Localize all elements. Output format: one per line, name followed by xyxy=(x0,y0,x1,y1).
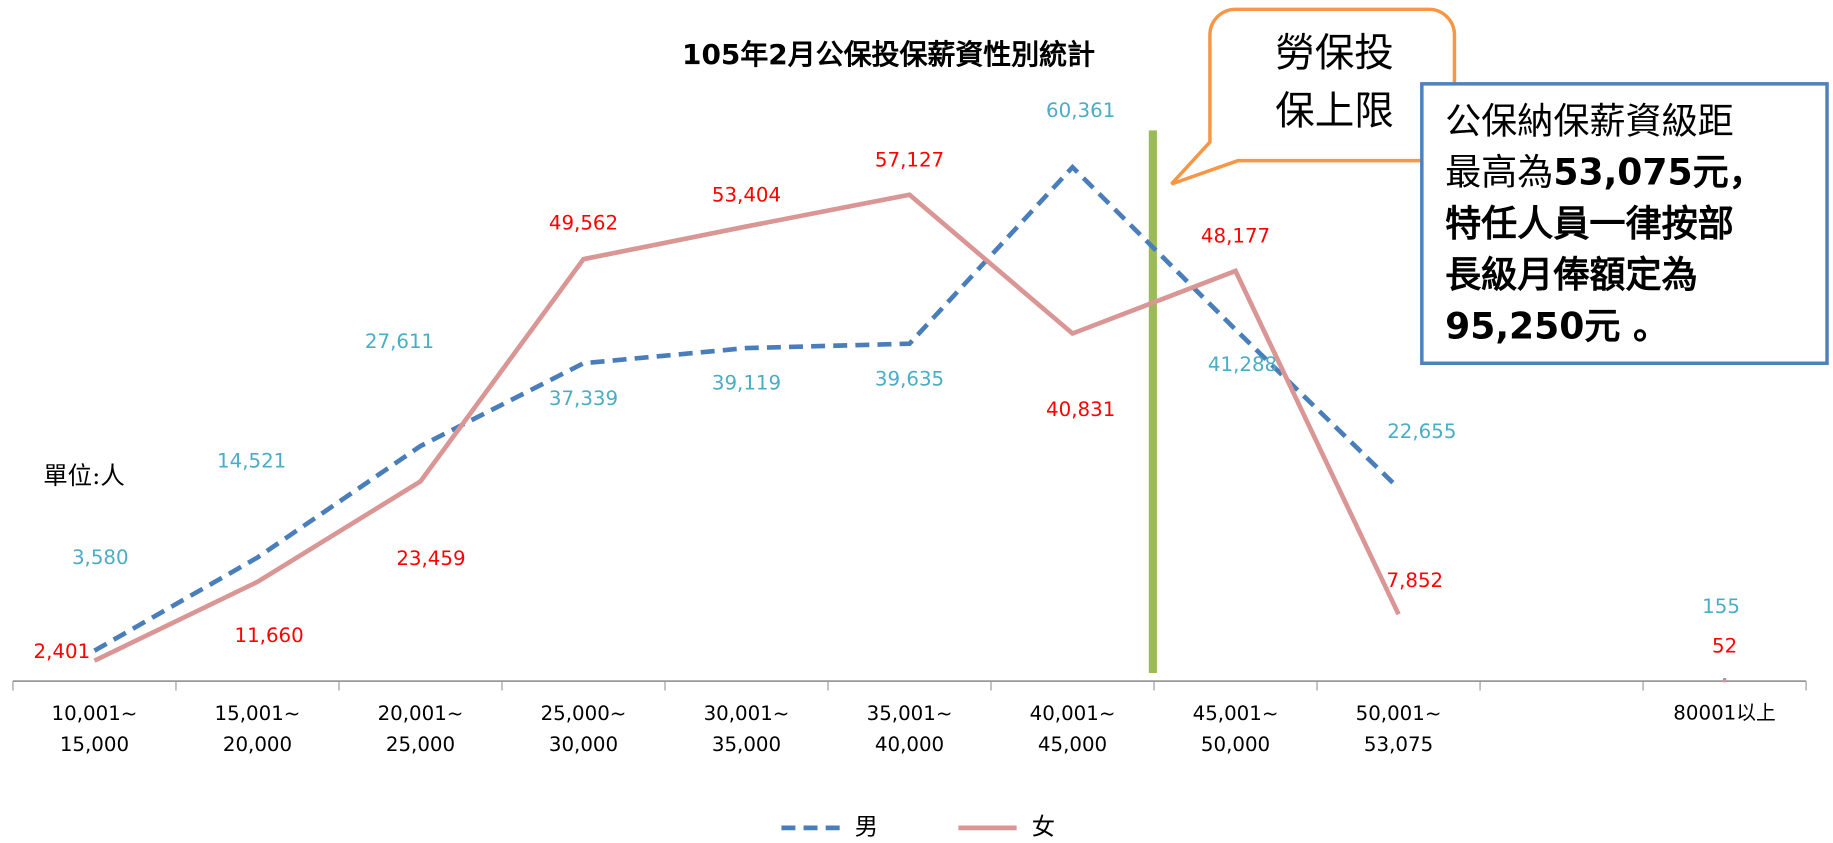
note-text: 長級月俸額定為 xyxy=(1445,254,1698,296)
note-line: 特任人員一律按部 xyxy=(1445,203,1734,245)
x-tick-label: 35,001~ 40,000 xyxy=(867,701,953,755)
note-line: 最高為53,075元， xyxy=(1445,152,1765,194)
note-box xyxy=(1420,82,1829,366)
data-label: 60,361 xyxy=(1046,99,1115,122)
callout-text: 勞保投 xyxy=(1275,30,1394,76)
unit-label: 單位:人 xyxy=(43,461,125,490)
note-line: 長級月俸額定為 xyxy=(1445,254,1698,296)
x-tick-label: 30,001~ 35,000 xyxy=(704,701,790,755)
callout-text: 保上限 xyxy=(1275,89,1394,135)
x-tick-label: 50,001~ 53,075 xyxy=(1356,701,1442,755)
note-line: 95,250元 。 xyxy=(1445,305,1669,347)
data-label: 14,521 xyxy=(217,450,286,473)
x-tick-label: 40,001~ 45,000 xyxy=(1030,701,1116,755)
data-label: 27,611 xyxy=(365,330,434,353)
x-tick-label: 45,001~ 50,000 xyxy=(1193,701,1279,755)
data-label: 3,580 xyxy=(72,546,129,569)
data-label: 155 xyxy=(1702,595,1740,618)
note-text: 53,075元， xyxy=(1553,152,1764,194)
x-tick-label: 20,001~ 25,000 xyxy=(378,701,464,755)
note-text: 最高為 xyxy=(1445,152,1553,194)
data-label: 37,339 xyxy=(549,387,618,410)
data-label: 40,831 xyxy=(1046,398,1115,421)
legend: 男女 xyxy=(781,813,1055,840)
x-tick-label: 15,001~ 20,000 xyxy=(215,701,301,755)
data-label: 11,660 xyxy=(235,624,304,647)
data-label: 7,852 xyxy=(1387,569,1444,592)
line xyxy=(93,163,1401,653)
legend-label: 男 xyxy=(855,813,878,840)
point xyxy=(1722,678,1727,683)
x-tick-label: 80001以上 xyxy=(1673,701,1776,724)
note-text: 公保納保薪資級距 xyxy=(1445,100,1734,142)
line xyxy=(93,192,1401,663)
x-tick-label: 25,000~ 30,000 xyxy=(541,701,627,755)
data-label: 52 xyxy=(1712,634,1737,657)
data-label: 57,127 xyxy=(875,148,944,171)
data-label: 48,177 xyxy=(1201,225,1270,248)
data-label: 22,655 xyxy=(1387,420,1456,443)
chart-title: 105年2月公保投保薪資性別統計 xyxy=(682,38,1095,71)
data-label: 41,288 xyxy=(1208,353,1277,376)
x-tick-label: 10,001~ 15,000 xyxy=(52,701,138,755)
note-text: 特任人員一律按部 xyxy=(1445,203,1734,245)
data-label: 53,404 xyxy=(712,184,781,207)
data-label: 49,562 xyxy=(549,212,618,235)
data-label: 39,119 xyxy=(712,372,781,395)
note-line: 公保納保薪資級距 xyxy=(1445,100,1734,142)
data-label: 23,459 xyxy=(396,547,465,570)
legend-label: 女 xyxy=(1032,813,1055,840)
data-label: 2,401 xyxy=(34,640,91,663)
note-text: 95,250元 。 xyxy=(1445,305,1669,347)
data-label: 39,635 xyxy=(875,367,944,390)
